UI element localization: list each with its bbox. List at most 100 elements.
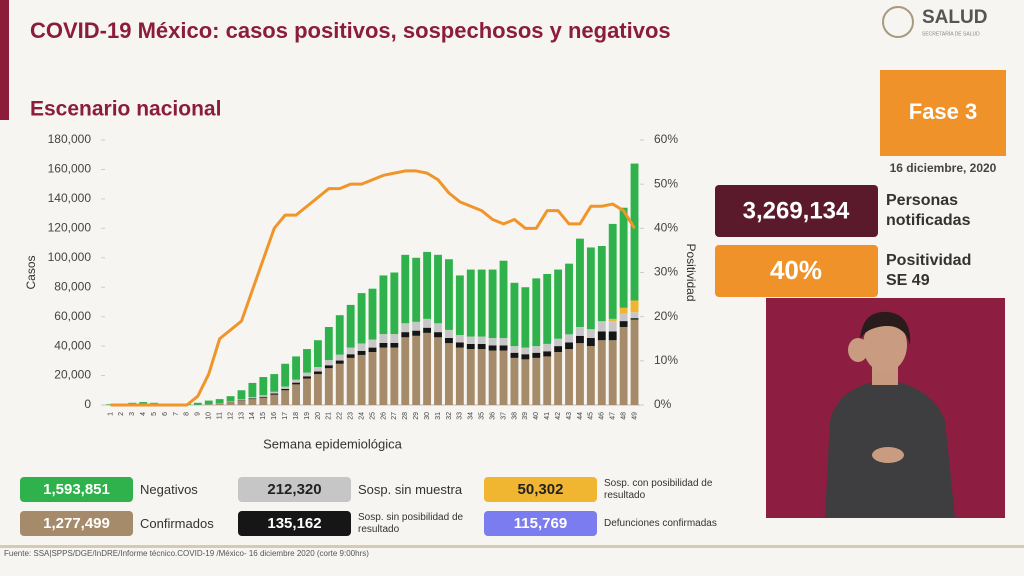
legend-label: Sosp. sin muestra [358, 482, 463, 497]
bar-segment [608, 340, 617, 405]
y-tick-label: 80,000 [54, 279, 91, 293]
bar-segment [248, 397, 257, 399]
bar-segment [368, 288, 377, 340]
subtitle: Escenario nacional [30, 98, 221, 121]
bar-segment [565, 263, 573, 335]
bar-segment [455, 347, 464, 405]
x-tick-label: 42 [555, 412, 562, 420]
bar-segment [565, 334, 573, 343]
bar-segment [412, 321, 421, 331]
bar-segment [543, 351, 552, 357]
bar-segment [204, 404, 213, 405]
y-tick-label: 40,000 [54, 338, 91, 352]
x-tick-label: 14 [249, 412, 256, 420]
bar-segment [554, 338, 563, 347]
x-tick-label: 6 [162, 412, 169, 416]
x-tick-label: 4 [140, 412, 147, 416]
bar-segment [532, 352, 541, 358]
bar-segment [586, 247, 595, 330]
y2-tick-label: 20% [654, 309, 678, 323]
footer-rule [0, 545, 1024, 548]
bar-segment [477, 336, 486, 344]
bar-segment [423, 251, 432, 319]
logo-emblem [882, 6, 914, 38]
bar-segment [401, 337, 410, 405]
bar-segment [281, 388, 290, 391]
bar-segment [259, 377, 268, 396]
footer-source: Fuente: SSA|SPPS/DGE/InDRE/Informe técni… [4, 549, 369, 558]
bar-segment [346, 304, 355, 348]
bar-segment [597, 246, 606, 322]
bar-segment [335, 360, 344, 364]
bar-segment [488, 345, 497, 351]
bar-segment [630, 319, 639, 405]
bar-segment [434, 254, 442, 324]
bar-segment [303, 376, 311, 379]
bar-segment [390, 334, 399, 343]
legend-label: Sosp. con posibilidad de resultado [604, 477, 713, 501]
bar-segment [368, 347, 377, 352]
legend-total: 1,277,499 [20, 511, 133, 536]
x-tick-label: 28 [402, 412, 409, 420]
bar-segment [444, 338, 453, 344]
x-tick-label: 19 [304, 412, 311, 420]
bar-segment [259, 395, 268, 397]
bar-segment [466, 269, 475, 337]
bar-segment [226, 396, 235, 402]
bar-segment [368, 339, 377, 348]
stat-value: 40% [770, 255, 822, 285]
x-tick-label: 21 [326, 412, 333, 420]
x-tick-label: 34 [468, 412, 475, 420]
legend-total: 212,320 [238, 477, 351, 502]
bar-segment [379, 334, 388, 343]
bar-segment [390, 272, 399, 335]
bar-segment [510, 357, 519, 405]
x-tick-label: 12 [227, 412, 234, 420]
bar-segment [554, 269, 563, 339]
bar-segment [521, 287, 530, 348]
bar-segment [215, 399, 224, 404]
bar-segment [608, 321, 617, 332]
bar-segment [303, 349, 311, 373]
y-tick-label: 60,000 [54, 309, 91, 323]
bar-segment [597, 331, 606, 341]
x-tick-label: 25 [369, 412, 376, 420]
x-tick-label: 22 [337, 412, 344, 420]
x-tick-label: 29 [413, 412, 420, 420]
bar-segment [586, 338, 595, 347]
stat-box [715, 245, 878, 297]
bar-segment [608, 331, 617, 341]
bar-segment [303, 378, 311, 405]
bar-segment [510, 282, 519, 347]
bar-segment [499, 345, 508, 351]
legend-total: 135,162 [238, 511, 351, 536]
bar-segment [444, 259, 453, 330]
x-tick-label: 30 [424, 412, 431, 420]
bar-segment [488, 350, 497, 405]
x-tick-label: 16 [271, 412, 278, 420]
bar-segment [357, 293, 366, 344]
x-tick-label: 31 [435, 412, 442, 420]
y-axis-title: Casos [24, 255, 38, 289]
x-tick-label: 9 [195, 412, 202, 416]
x-tick-label: 24 [358, 412, 365, 420]
logo-subtext: SECRETARÍA DE SALUD [922, 30, 980, 37]
bar-segment [292, 382, 301, 385]
bar-segment [619, 326, 628, 405]
x-tick-label: 39 [522, 412, 529, 420]
bar-segment [619, 313, 628, 322]
bar-segment [543, 273, 552, 344]
bar-segment [423, 332, 432, 405]
bar-segment [346, 357, 355, 405]
x-tick-label: 47 [610, 412, 617, 420]
bar-segment [270, 393, 279, 395]
phase-label: Fase 3 [909, 99, 978, 124]
phase-box [880, 70, 1006, 156]
bar-segment [248, 382, 257, 398]
bar-segment [565, 349, 573, 405]
bar-segment [499, 338, 508, 346]
bar-segment [357, 343, 366, 351]
y-tick-label: 20,000 [54, 368, 91, 382]
y2-tick-label: 10% [654, 353, 678, 367]
